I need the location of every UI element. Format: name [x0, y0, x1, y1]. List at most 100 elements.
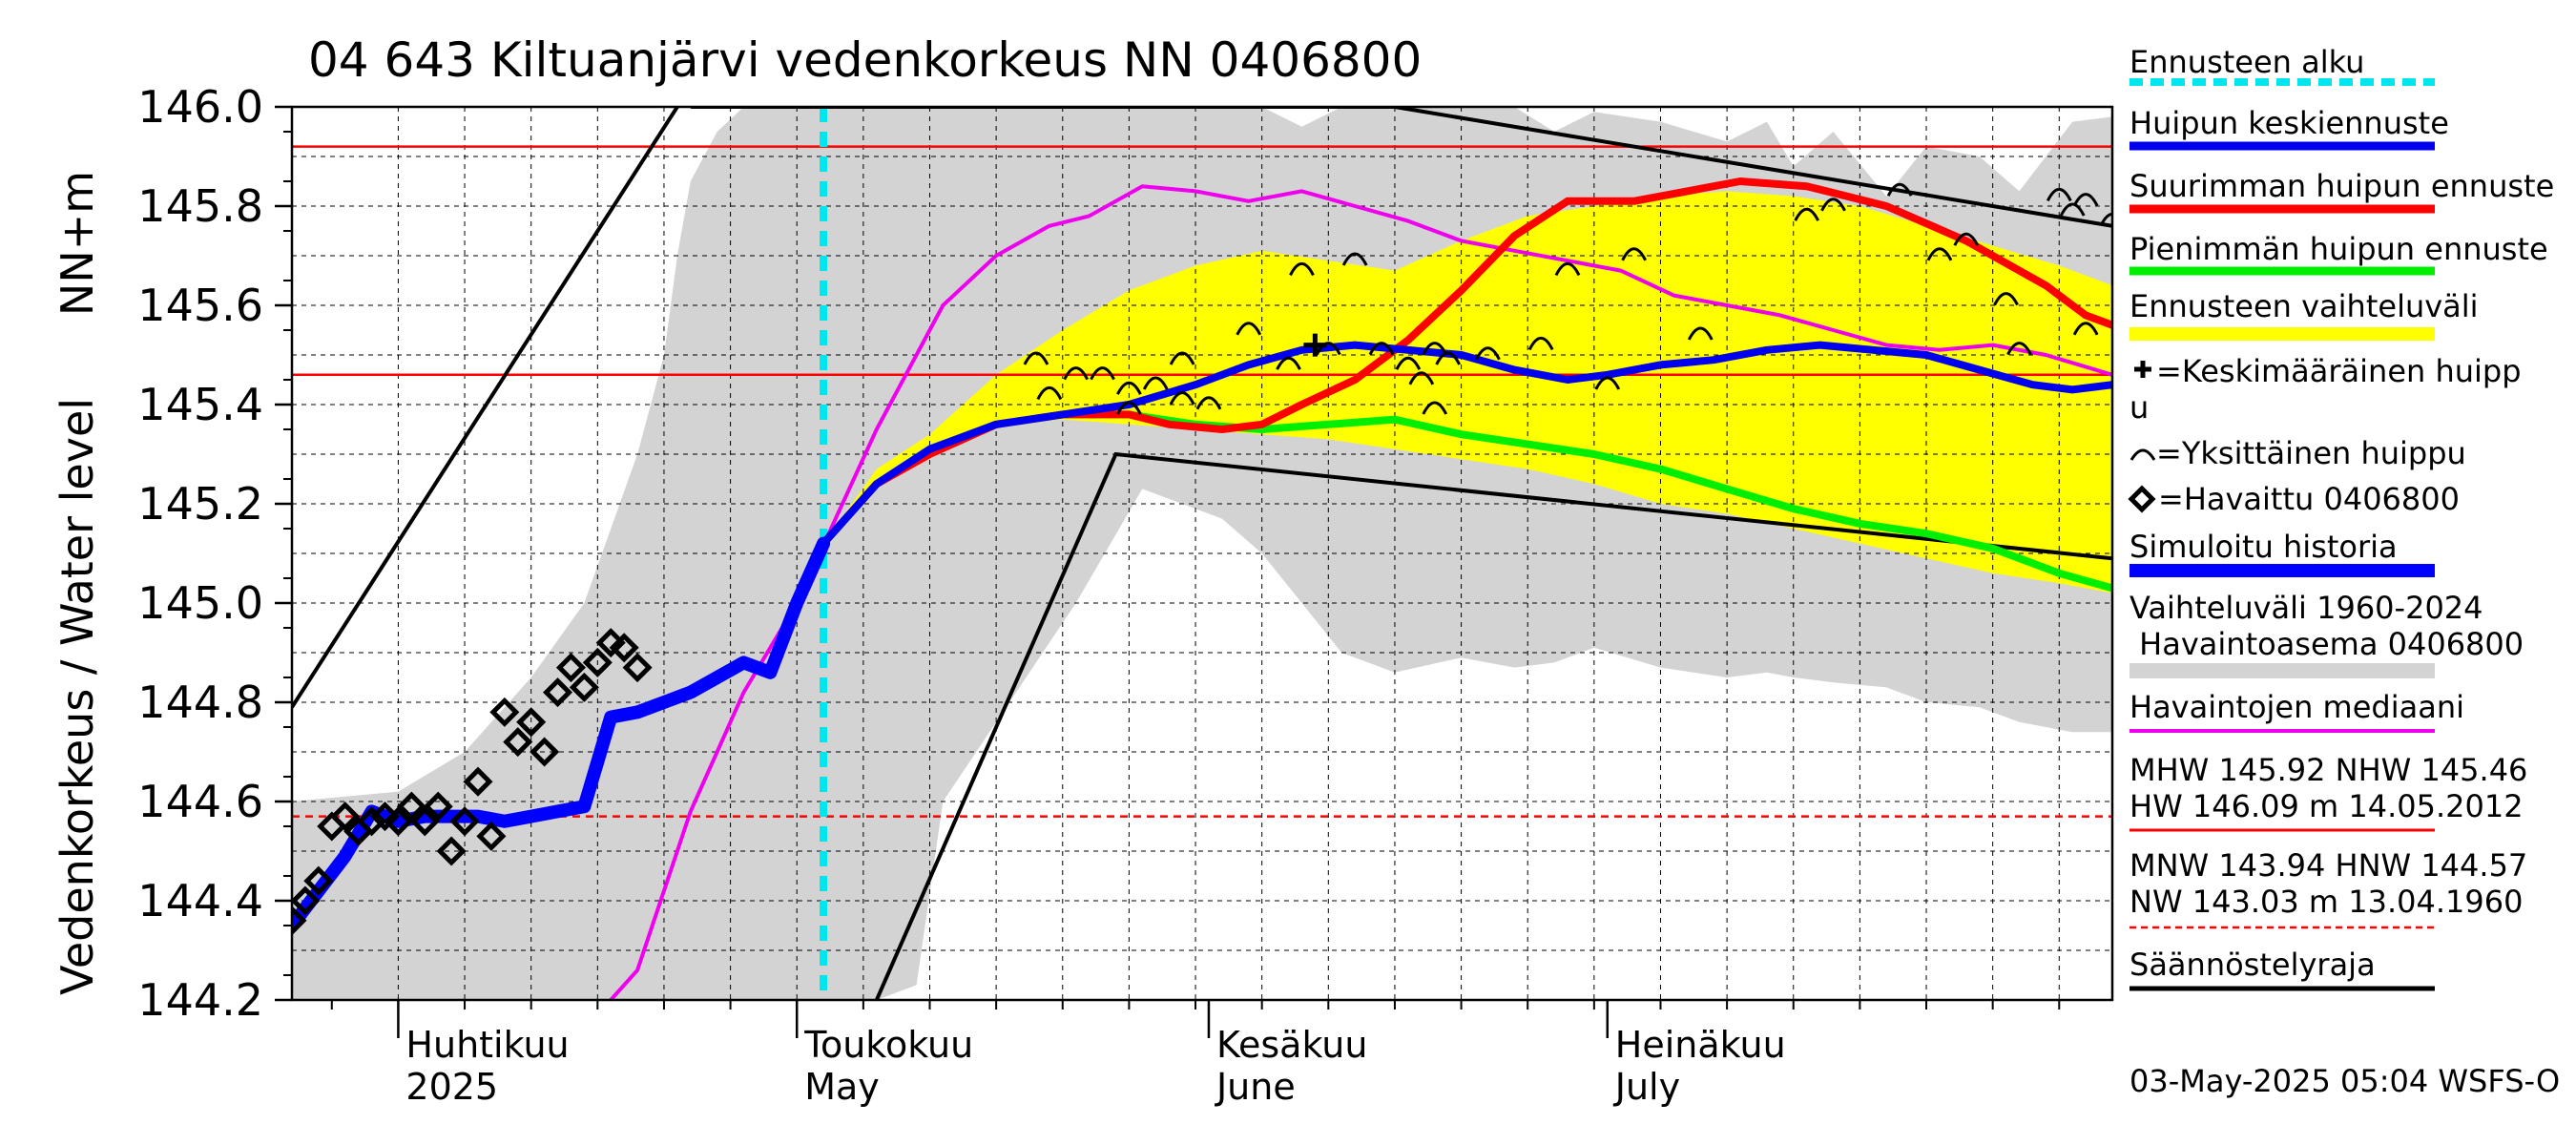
observation-point	[516, 707, 547, 738]
y-tick-label: 145.0	[137, 577, 263, 629]
observations	[292, 628, 653, 936]
y-tick-label: 145.2	[137, 478, 263, 530]
grid	[292, 107, 2112, 1000]
single-peak-mark	[1886, 182, 1913, 197]
mean-peak-marker	[1303, 333, 1327, 357]
legend-label-hw-2: HW 146.09 m 14.05.2012	[2129, 788, 2524, 824]
single-peak-mark	[1621, 247, 1647, 261]
observation-point	[396, 791, 426, 822]
diamond-icon	[2128, 485, 2156, 513]
y-tick-label: 144.6	[137, 776, 263, 827]
y-axis-label: Vedenkorkeus / Water level	[52, 398, 103, 995]
regulation-limit-line	[690, 107, 2112, 228]
x-month-label-en: June	[1215, 1066, 1296, 1108]
regulation-limits	[292, 107, 2112, 1000]
legend-label-single-peak: =Yksittäinen huippu	[2156, 435, 2466, 471]
observation-point	[423, 791, 453, 822]
single-peak-mark	[1142, 376, 1169, 390]
single-peak-mark	[2072, 193, 2099, 207]
legend-label-hw-1: MHW 145.92 NHW 145.46	[2129, 752, 2527, 788]
single-peak-mark	[1475, 346, 1501, 361]
single-peak-mark	[1116, 381, 1142, 395]
observation-point	[489, 697, 520, 727]
legend-label-simulated: Simuloitu historia	[2129, 529, 2398, 565]
single-peak-mark	[1527, 336, 1554, 351]
mean-peak-plus	[1303, 333, 1327, 357]
single-peak-mark	[1023, 351, 1049, 365]
single-peak-mark	[1594, 376, 1621, 390]
y-tick-label: 144.2	[137, 974, 263, 1026]
single-peak-mark	[2099, 212, 2112, 227]
observation-point	[543, 677, 573, 708]
observation-point	[503, 727, 533, 758]
single-peak-mark	[1794, 207, 1820, 221]
single-peak-mark	[1116, 401, 1142, 415]
x-month-label-fi: Heinäkuu	[1615, 1024, 1786, 1066]
single-peak-mark	[1422, 401, 1448, 415]
observation-point	[622, 653, 653, 683]
observation-point	[609, 633, 639, 663]
series-line-huipun-keskiennuste	[820, 341, 2112, 548]
x-month-label-fi: Toukokuu	[803, 1024, 973, 1066]
chart-title: 04 643 Kiltuanjärvi vedenkorkeus NN 0406…	[308, 32, 1422, 88]
x-month-label-en: July	[1613, 1066, 1680, 1108]
single-peak-mark	[1554, 261, 1581, 277]
single-peak-mark	[1926, 247, 1953, 261]
single-peak-mark	[1169, 351, 1195, 365]
y-tick-label: 145.8	[137, 180, 263, 232]
single-peak-mark	[1687, 326, 1714, 341]
single-peak-mark	[1993, 292, 2019, 306]
single-peak-mark	[1395, 356, 1422, 370]
single-peak-mark	[2006, 342, 2032, 356]
y-axis-unit: NN+m	[52, 171, 103, 316]
observation-point	[357, 806, 387, 837]
single-peak-mark	[1236, 322, 1262, 336]
observation-point	[303, 865, 334, 896]
single-peak-mark	[2046, 187, 2072, 202]
single-peaks	[1023, 182, 2112, 415]
observation-point	[436, 836, 467, 866]
legend-label-regulation: Säännöstelyraja	[2129, 947, 2376, 983]
legend-label-keskiennuste: Huipun keskiennuste	[2129, 105, 2449, 141]
x-month-label-fi: Kesäkuu	[1216, 1024, 1368, 1066]
single-peak-mark	[1368, 342, 1395, 356]
plus-icon	[2134, 361, 2151, 378]
series-line-simuloitu-historia	[292, 536, 831, 932]
arch-icon	[2129, 448, 2156, 461]
legend-label-suurin: Suurimman huipun ennuste	[2129, 168, 2554, 204]
legend-label-nw-1: MNW 143.94 HNW 144.57	[2129, 847, 2527, 884]
y-tick-label: 145.4	[137, 379, 263, 430]
legend-label-observed: =Havaittu 0406800	[2158, 481, 2460, 517]
single-peak-mark	[1090, 366, 1115, 381]
forecast-range-band	[823, 191, 2112, 593]
legend-label-mean-peak: =Keskimääräinen huipp	[2156, 353, 2522, 389]
single-peak-mark	[2059, 202, 2086, 217]
legend-label-mean-peak-wrap: u	[2129, 389, 2149, 426]
single-peak-mark	[2072, 322, 2099, 336]
observation-point	[555, 653, 587, 683]
legend-label-range-1: Vaihteluväli 1960-2024	[2129, 590, 2483, 626]
legend-label-nw-2: NW 143.03 m 13.04.1960	[2129, 884, 2523, 920]
single-peak-mark	[1036, 385, 1063, 401]
footer-timestamp: 03-May-2025 05:04 WSFS-O	[2129, 1063, 2560, 1099]
y-tick-label: 145.6	[137, 280, 263, 331]
x-month-label-en: 2025	[405, 1066, 498, 1108]
observation-point	[409, 806, 440, 837]
observation-point	[292, 906, 307, 936]
x-month-label-en: May	[804, 1066, 880, 1108]
single-peak-mark	[1063, 366, 1090, 381]
observation-point	[330, 802, 361, 832]
regulation-limit-line	[292, 107, 679, 709]
observation-point	[530, 737, 560, 767]
x-month-label-fi: Huhtikuu	[405, 1024, 569, 1066]
observation-point	[449, 806, 480, 837]
single-peak-mark	[1169, 391, 1195, 406]
single-peak-mark	[1289, 261, 1315, 277]
single-peak-mark	[1953, 232, 1980, 246]
single-peak-mark	[1435, 351, 1461, 365]
single-peak-mark	[1315, 342, 1341, 356]
single-peak-mark	[1195, 396, 1222, 410]
series-lines	[292, 177, 2112, 1000]
observation-point	[383, 806, 413, 837]
y-tick-label: 146.0	[137, 81, 263, 133]
